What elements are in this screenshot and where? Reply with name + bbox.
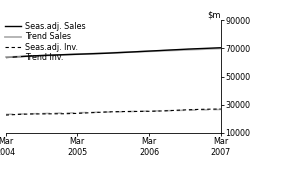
Legend: Seas.adj. Sales, Trend Sales, Seas.adj. Inv., Trend Inv.: Seas.adj. Sales, Trend Sales, Seas.adj. …	[5, 22, 85, 62]
Text: $m: $m	[207, 10, 221, 19]
